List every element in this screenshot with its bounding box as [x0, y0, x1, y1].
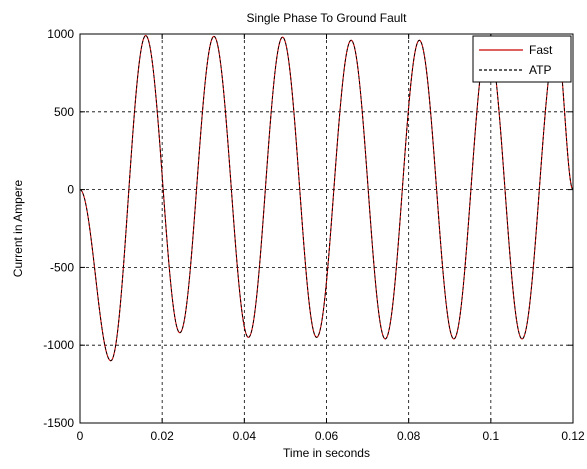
- x-tick-label: 0.08: [397, 429, 421, 443]
- y-tick-label: 0: [67, 183, 74, 197]
- y-tick-label: -500: [50, 260, 74, 274]
- legend: Fast ATP: [472, 35, 572, 83]
- y-axis-label: Current in Ampere: [11, 179, 25, 277]
- y-tick-label: 500: [54, 105, 74, 119]
- x-tick-label: 0.12: [561, 429, 585, 443]
- y-tick-label: 1000: [47, 27, 74, 41]
- y-tick-label: -1500: [43, 416, 74, 430]
- y-tick-label: -1000: [43, 338, 74, 352]
- x-axis-label: Time in seconds: [283, 446, 370, 460]
- x-tick-label: 0.06: [315, 429, 339, 443]
- series-layer: [79, 34, 574, 362]
- grid: [80, 34, 573, 423]
- x-tick-label: 0.04: [233, 429, 257, 443]
- ticks: 0 0.02 0.04 0.06 0.08 0.1 0.12 -1500 -1000 -500 0 5…: [43, 27, 585, 443]
- legend-label: Fast: [529, 43, 553, 57]
- chart-title: Single Phase To Ground Fault: [247, 11, 408, 25]
- legend-label: ATP: [529, 63, 551, 77]
- legend-box: [472, 35, 572, 83]
- x-tick-label: 0: [77, 429, 84, 443]
- x-tick-label: 0.02: [150, 429, 174, 443]
- series-line-atp: [79, 35, 574, 362]
- x-tick-label: 0.1: [482, 429, 499, 443]
